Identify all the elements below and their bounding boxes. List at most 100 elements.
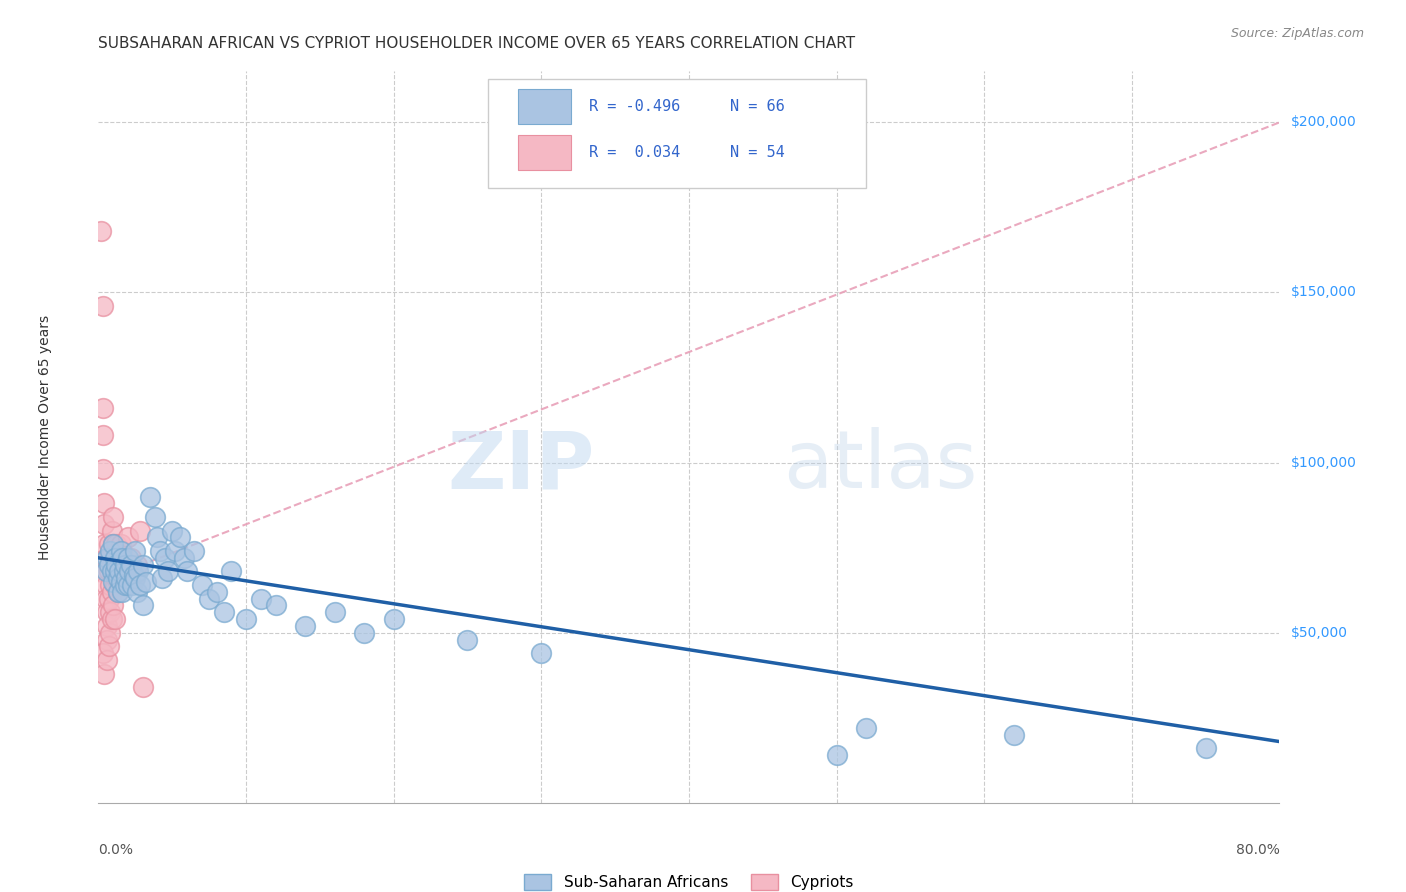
Point	[530, 646, 553, 660]
Point	[456, 632, 478, 647]
Point	[97, 591, 120, 606]
Point	[250, 591, 273, 606]
Point	[103, 599, 125, 613]
Point	[183, 544, 205, 558]
Point	[96, 619, 118, 633]
Point	[323, 605, 346, 619]
Point	[125, 558, 148, 572]
Point	[103, 574, 125, 589]
Point	[108, 565, 131, 579]
Point	[169, 531, 191, 545]
Point	[120, 558, 142, 572]
Text: N = 66: N = 66	[730, 99, 785, 114]
Point	[122, 571, 145, 585]
Point	[98, 544, 121, 558]
Text: N = 54: N = 54	[730, 145, 785, 160]
Point	[219, 565, 242, 579]
Point	[97, 640, 120, 654]
Point	[128, 578, 150, 592]
Point	[117, 550, 139, 565]
Point	[120, 550, 142, 565]
Point	[104, 550, 127, 565]
Point	[103, 565, 125, 579]
Point	[94, 565, 117, 579]
Point	[103, 537, 125, 551]
Text: $100,000: $100,000	[1291, 456, 1357, 469]
Point	[143, 510, 166, 524]
Point	[100, 565, 122, 579]
Point	[98, 578, 121, 592]
Point	[97, 565, 120, 579]
Point	[128, 524, 150, 538]
Point	[107, 571, 129, 585]
Point	[94, 591, 117, 606]
Point	[825, 748, 848, 763]
Point	[94, 578, 117, 592]
Point	[132, 599, 155, 613]
Point	[93, 666, 115, 681]
Point	[91, 299, 114, 313]
Point	[110, 537, 132, 551]
Point	[103, 510, 125, 524]
FancyBboxPatch shape	[517, 89, 571, 124]
Point	[98, 625, 121, 640]
Text: SUBSAHARAN AFRICAN VS CYPRIOT HOUSEHOLDER INCOME OVER 65 YEARS CORRELATION CHART: SUBSAHARAN AFRICAN VS CYPRIOT HOUSEHOLDE…	[98, 36, 855, 51]
Point	[1002, 728, 1025, 742]
Point	[191, 578, 214, 592]
Point	[114, 578, 136, 592]
Point	[114, 578, 136, 592]
Text: R =  0.034: R = 0.034	[589, 145, 681, 160]
Point	[162, 524, 183, 538]
Point	[97, 558, 120, 572]
Point	[139, 490, 162, 504]
Point	[132, 558, 155, 572]
Point	[104, 565, 127, 579]
Point	[98, 605, 121, 619]
Point	[127, 565, 149, 579]
Point	[146, 531, 169, 545]
Point	[100, 612, 122, 626]
Point	[105, 571, 128, 585]
Point	[104, 578, 127, 592]
Point	[353, 625, 375, 640]
Point	[122, 567, 145, 582]
Point	[115, 571, 138, 585]
FancyBboxPatch shape	[488, 78, 866, 188]
Point	[112, 565, 135, 579]
Point	[91, 646, 114, 660]
Point	[117, 558, 139, 572]
Point	[294, 619, 316, 633]
FancyBboxPatch shape	[517, 135, 571, 169]
Point	[150, 571, 173, 585]
Point	[104, 550, 127, 565]
Point	[100, 585, 122, 599]
Point	[117, 578, 139, 592]
Text: R = -0.496: R = -0.496	[589, 99, 681, 114]
Point	[98, 550, 121, 565]
Text: $150,000: $150,000	[1291, 285, 1357, 300]
Point	[124, 571, 146, 585]
Point	[107, 585, 129, 599]
Point	[264, 599, 287, 613]
Point	[198, 591, 221, 606]
Point	[93, 496, 115, 510]
Text: atlas: atlas	[783, 427, 977, 506]
Point	[855, 721, 877, 735]
Point	[212, 605, 235, 619]
Point	[96, 653, 118, 667]
Point	[165, 544, 187, 558]
Text: $50,000: $50,000	[1291, 625, 1348, 640]
Point	[104, 612, 127, 626]
Text: $200,000: $200,000	[1291, 115, 1357, 129]
Point	[111, 544, 134, 558]
Point	[96, 605, 118, 619]
Legend: Sub-Saharan Africans, Cypriots: Sub-Saharan Africans, Cypriots	[524, 874, 853, 890]
Point	[90, 224, 112, 238]
Point	[121, 578, 143, 592]
Point	[105, 537, 128, 551]
Point	[176, 565, 198, 579]
Point	[132, 680, 155, 694]
Text: 80.0%: 80.0%	[1236, 843, 1279, 857]
Point	[96, 550, 118, 565]
Point	[135, 574, 157, 589]
